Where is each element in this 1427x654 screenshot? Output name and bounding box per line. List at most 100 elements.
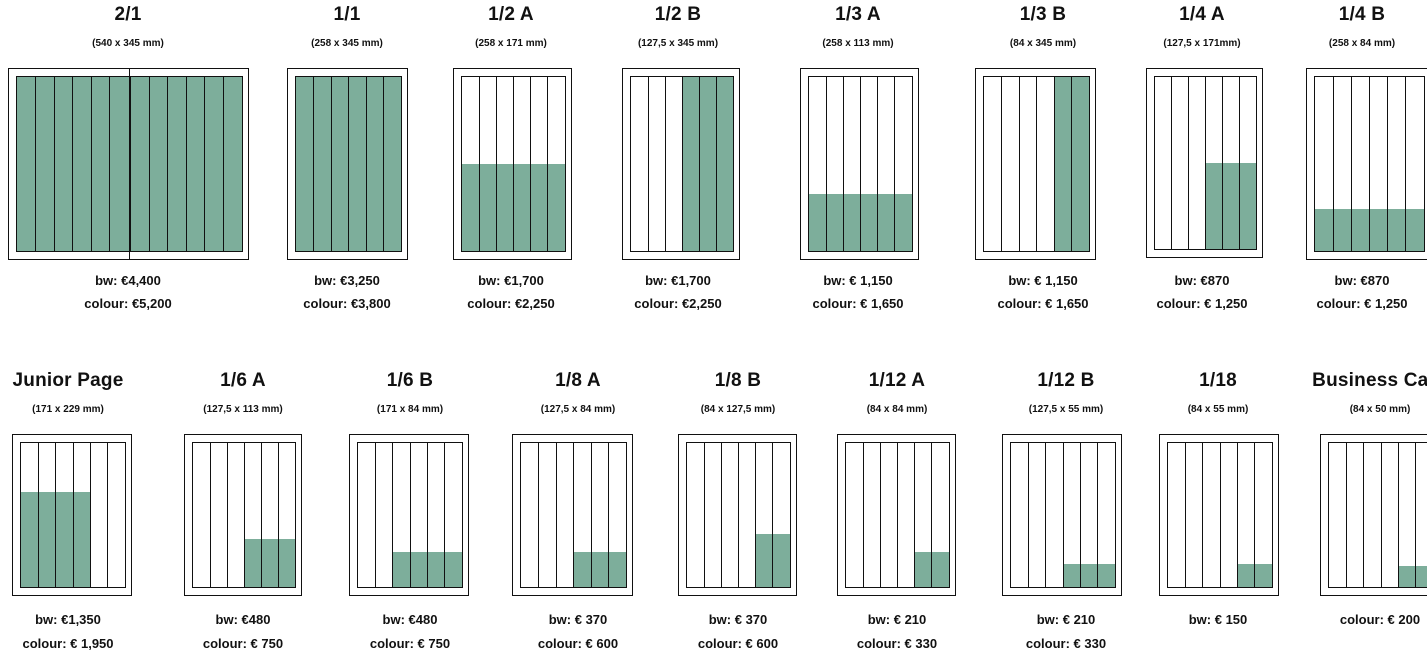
ad-size-business-card: Business Card (84 x 50 mm) colour: € 200 [1290, 0, 1427, 653]
column-line [209, 443, 211, 587]
column-line [1221, 77, 1223, 249]
column-line [1027, 443, 1029, 587]
bw-price: bw: € 1,150 [1008, 273, 1078, 288]
page-frame [184, 434, 302, 596]
column-line [608, 443, 609, 587]
bw-price: bw: € 210 [867, 612, 927, 627]
ad-size-title: Business Card [1312, 370, 1427, 391]
bw-price: bw: € 1,150 [823, 273, 893, 288]
column-line [478, 77, 480, 251]
ad-size-title: 1/4 B [1338, 4, 1386, 25]
column-line [330, 77, 332, 251]
column-line [862, 443, 864, 587]
page-frame [287, 68, 408, 260]
page-frame [800, 68, 919, 260]
ad-size-title: 1/12 A [868, 370, 926, 391]
page-layout [845, 442, 950, 588]
page-layout [295, 76, 402, 252]
ad-size-title: 1/18 [1199, 370, 1237, 391]
page-layout [808, 76, 913, 252]
ad-size-title: 1/6 A [220, 370, 266, 391]
column-line [1254, 443, 1256, 587]
ad-size-title: 1/6 B [386, 370, 434, 391]
page-frame [1002, 434, 1122, 596]
column-line [37, 443, 39, 587]
page-frame [12, 434, 132, 596]
colour-price: colour: € 600 [537, 636, 619, 651]
ad-size-dimensions: (171 x 84 mm) [376, 404, 444, 415]
page-ad-area [244, 539, 295, 587]
column-line [1184, 443, 1186, 587]
page-ad-area [573, 552, 626, 587]
column-line [860, 77, 861, 251]
ad-size-title: 1/2 A [488, 4, 534, 25]
column-line [897, 443, 898, 587]
column-line [573, 443, 574, 587]
bw-price: bw: €870 [1334, 273, 1390, 288]
column-line [374, 443, 376, 587]
page-ad-area [1063, 563, 1115, 587]
ad-size-1-8-b: 1/8 B (84 x 127,5 mm) bw: € 370 colour: € 6… [648, 0, 828, 653]
column-line [365, 77, 367, 251]
column-line [222, 77, 224, 251]
page-layout [1328, 442, 1427, 588]
ad-size-2-1: 2/1 (540 x 345 mm) bw: €4,400 colour: €5,20… [38, 0, 218, 653]
ad-size-title: 1/8 B [714, 370, 762, 391]
column-line [1202, 443, 1204, 587]
ad-size-title: 1/4 A [1179, 4, 1225, 25]
colour-price: colour: € 1,950 [22, 636, 114, 651]
page-frame [622, 68, 740, 260]
column-line [1071, 77, 1072, 251]
ad-size-title: 1/8 A [555, 370, 601, 391]
column-line [547, 77, 549, 251]
ad-size-1-4-a: 1/4 A (127,5 x 171mm) bw: €870 colour: € 1,… [1112, 0, 1292, 653]
column-line [647, 77, 649, 251]
ad-size-dimensions: (258 x 113 mm) [822, 38, 894, 49]
ad-size-dimensions: (84 x 127,5 mm) [700, 404, 776, 415]
bw-price: bw: €4,400 [95, 273, 161, 288]
column-line [1171, 77, 1173, 249]
column-line [383, 77, 384, 251]
column-line [1405, 77, 1407, 251]
column-line [842, 77, 844, 251]
column-line [89, 443, 91, 587]
column-line [1238, 77, 1240, 249]
column-line [1369, 77, 1370, 251]
column-line [226, 443, 228, 587]
right-page [129, 76, 243, 252]
page-frame [453, 68, 572, 260]
page-frame [349, 434, 469, 596]
page-layout [1154, 76, 1257, 250]
spread-spine [128, 69, 130, 259]
column-line [1097, 443, 1099, 587]
colour-price: colour: € 330 [856, 636, 938, 651]
bw-price: bw: €1,700 [645, 273, 711, 288]
page-ad-area [682, 77, 733, 251]
ad-size-1-12-b: 1/12 B (127,5 x 55 mm) bw: € 210 colour: € … [976, 0, 1156, 653]
column-line [698, 77, 700, 251]
colour-price: colour: € 600 [697, 636, 779, 651]
bw-price: bw: € 370 [548, 612, 608, 627]
column-line [1205, 77, 1206, 249]
colour-price: colour: €2,250 [634, 296, 722, 311]
page-ad-area [1205, 163, 1256, 249]
bw-price: bw: € 370 [708, 612, 768, 627]
column-line [243, 443, 245, 587]
column-line [1236, 443, 1238, 587]
ad-size-dimensions: (127,5 x 84 mm) [540, 404, 616, 415]
column-line [538, 443, 539, 587]
bw-price: bw: €1,700 [478, 273, 544, 288]
column-line [825, 77, 827, 251]
column-line [348, 77, 349, 251]
ad-size-dimensions: (171 x 229 mm) [32, 404, 104, 415]
ad-size-dimensions: (258 x 345 mm) [311, 38, 383, 49]
colour-price: colour: € 750 [202, 636, 284, 651]
column-line [107, 443, 109, 587]
column-line [35, 77, 37, 251]
colour-price: colour: € 1,250 [1156, 296, 1248, 311]
ad-size-dimensions: (258 x 171 mm) [475, 38, 547, 49]
ad-size-1-6-b: 1/6 B (171 x 84 mm) bw: €480 colour: € 750 [320, 0, 500, 653]
column-line [1062, 443, 1064, 587]
ad-size-1-3-b: 1/3 B (84 x 345 mm) bw: € 1,150 colour: € 1… [953, 0, 1133, 653]
page-layout [520, 442, 627, 588]
